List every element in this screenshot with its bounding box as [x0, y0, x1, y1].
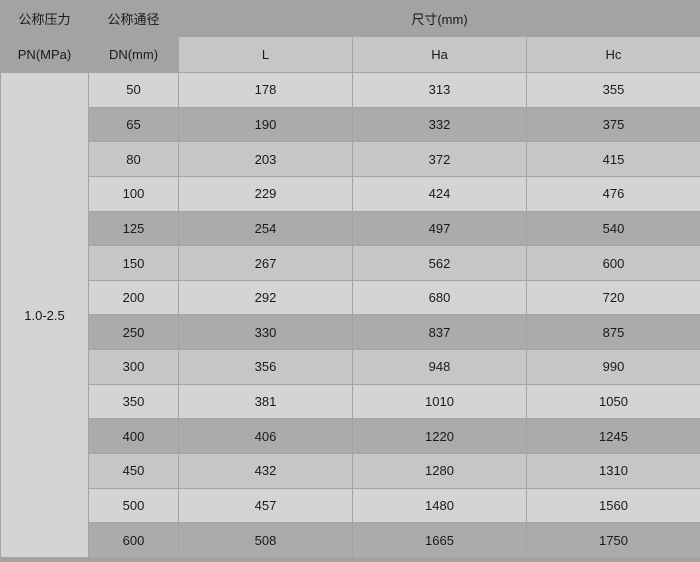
ha-cell: 837 — [352, 314, 527, 351]
table-row: 1.0-2.5 50 178 313 355 — [0, 72, 700, 558]
hc-cell: 1245 — [526, 418, 700, 455]
ha-cell: 1220 — [352, 418, 527, 455]
dn-cell: 300 — [88, 349, 179, 385]
hc-cell: 720 — [526, 279, 700, 316]
column-header-ha: Ha — [352, 36, 527, 73]
table-row: 125 254 497 540 — [1, 210, 700, 247]
table-row: 600 508 1665 1750 — [1, 522, 700, 558]
table-row: 500 457 1480 1560 — [1, 487, 700, 524]
ha-cell: 1665 — [352, 522, 527, 558]
hc-cell: 600 — [526, 245, 700, 281]
table-row: 200 292 680 720 — [1, 279, 700, 316]
l-cell: 432 — [178, 453, 353, 489]
pressure-group-header: 公称压力 — [0, 0, 89, 37]
table-row: 100 229 424 476 — [1, 175, 700, 212]
ha-cell: 424 — [352, 175, 527, 212]
l-cell: 267 — [178, 245, 353, 281]
dn-cell: 200 — [88, 279, 179, 316]
l-cell: 356 — [178, 349, 353, 385]
dn-cell: 100 — [88, 175, 179, 212]
pressure-unit-header: PN(MPa) — [0, 36, 89, 73]
ha-cell: 1010 — [352, 383, 527, 420]
hc-cell: 355 — [526, 72, 700, 108]
ha-cell: 1280 — [352, 453, 527, 489]
dn-cell: 500 — [88, 487, 179, 524]
dn-cell: 250 — [88, 314, 179, 351]
l-cell: 229 — [178, 175, 353, 212]
ha-cell: 313 — [352, 72, 527, 108]
dn-cell: 400 — [88, 418, 179, 455]
l-cell: 178 — [178, 72, 353, 108]
hc-cell: 875 — [526, 314, 700, 351]
l-cell: 254 — [178, 210, 353, 247]
table-row: 350 381 1010 1050 — [1, 383, 700, 420]
ha-cell: 332 — [352, 106, 527, 143]
ha-cell: 1480 — [352, 487, 527, 524]
l-cell: 457 — [178, 487, 353, 524]
hc-cell: 540 — [526, 210, 700, 247]
l-cell: 330 — [178, 314, 353, 351]
diameter-unit-header: DN(mm) — [88, 36, 179, 73]
dn-cell: 50 — [88, 72, 179, 108]
hc-cell: 990 — [526, 349, 700, 385]
ha-cell: 680 — [352, 279, 527, 316]
ha-cell: 372 — [352, 141, 527, 177]
ha-cell: 948 — [352, 349, 527, 385]
hc-cell: 375 — [526, 106, 700, 143]
ha-cell: 562 — [352, 245, 527, 281]
hc-cell: 1050 — [526, 383, 700, 420]
table-row: 80 203 372 415 — [1, 141, 700, 177]
dn-cell: 350 — [88, 383, 179, 420]
diameter-group-header: 公称通径 — [88, 0, 179, 37]
table-row: 250 330 837 875 — [1, 314, 700, 351]
table-row: 450 432 1280 1310 — [1, 453, 700, 489]
hc-cell: 476 — [526, 175, 700, 212]
dn-cell: 600 — [88, 522, 179, 558]
table-row: 150 267 562 600 — [1, 245, 700, 281]
l-cell: 406 — [178, 418, 353, 455]
header-group-row: 公称压力 公称通径 尺寸(mm) — [0, 0, 700, 37]
dn-cell: 125 — [88, 210, 179, 247]
column-header-l: L — [178, 36, 353, 73]
l-cell: 292 — [178, 279, 353, 316]
l-cell: 203 — [178, 141, 353, 177]
column-header-hc: Hc — [526, 36, 700, 73]
l-cell: 508 — [178, 522, 353, 558]
l-cell: 190 — [178, 106, 353, 143]
dn-cell: 450 — [88, 453, 179, 489]
hc-cell: 1750 — [526, 522, 700, 558]
dn-cell: 80 — [88, 141, 179, 177]
header-unit-row: PN(MPa) DN(mm) L Ha Hc — [0, 36, 700, 73]
dn-cell: 150 — [88, 245, 179, 281]
table-row: 400 406 1220 1245 — [1, 418, 700, 455]
table-row: 65 190 332 375 — [1, 106, 700, 143]
pn-value-cell: 1.0-2.5 — [0, 72, 89, 558]
l-cell: 381 — [178, 383, 353, 420]
hc-cell: 415 — [526, 141, 700, 177]
ha-cell: 497 — [352, 210, 527, 247]
table-row: 300 356 948 990 — [1, 349, 700, 385]
hc-cell: 1560 — [526, 487, 700, 524]
size-group-header: 尺寸(mm) — [178, 0, 700, 37]
dn-cell: 65 — [88, 106, 179, 143]
hc-cell: 1310 — [526, 453, 700, 489]
